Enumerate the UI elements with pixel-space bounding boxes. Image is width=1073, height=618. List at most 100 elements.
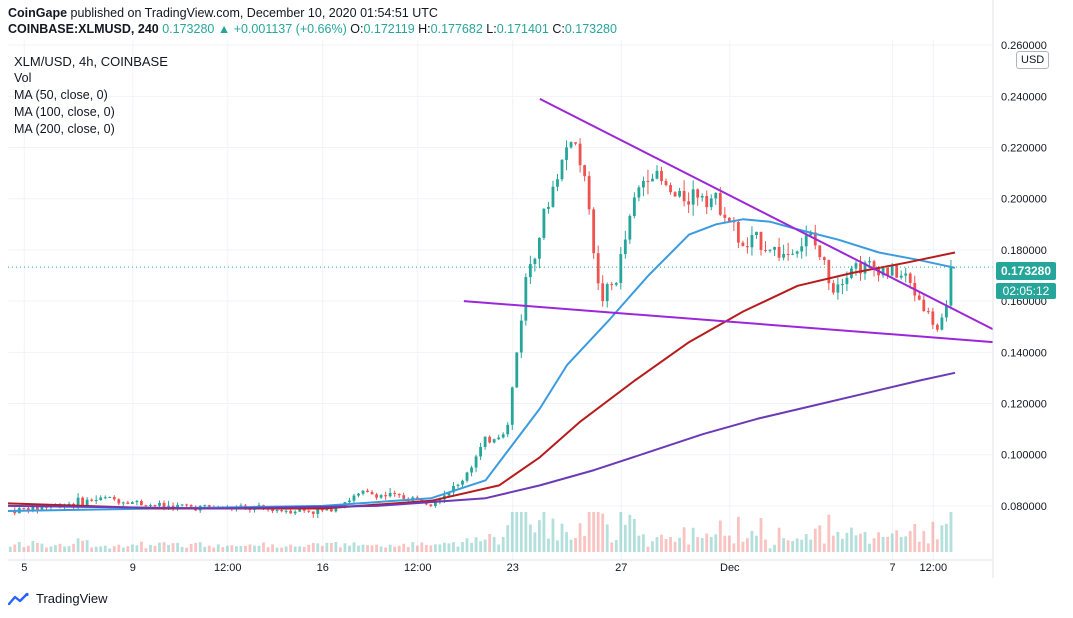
volume-bar — [316, 543, 320, 552]
ohlc-line: COINBASE:XLMUSD, 240 0.173280 ▲ +0.00113… — [8, 22, 617, 36]
volume-bar — [117, 544, 121, 552]
volume-bar — [840, 538, 844, 552]
volume-bar — [176, 542, 179, 552]
candle-down — [777, 246, 781, 258]
candle-up — [298, 509, 302, 512]
volume-bar — [791, 541, 795, 552]
candle-down — [311, 511, 315, 514]
candle-up — [700, 195, 704, 198]
candle-up — [881, 267, 885, 276]
volume-bar — [868, 543, 871, 552]
volume-bar — [99, 546, 103, 552]
y-tick-label: 0.200000 — [1001, 194, 1047, 206]
candle-down — [664, 181, 668, 186]
candle-up — [836, 284, 840, 293]
candle-down — [271, 509, 274, 512]
y-tick-label: 0.120000 — [1001, 399, 1047, 411]
candle-up — [845, 277, 849, 285]
volume-bar — [379, 546, 383, 552]
candle-down — [827, 260, 831, 284]
volume-bar — [94, 546, 98, 552]
volume-bar — [863, 532, 867, 552]
candle-down — [886, 267, 890, 276]
candle-up — [556, 179, 559, 187]
candle-down — [822, 257, 826, 261]
volume-bar — [135, 545, 139, 552]
high-label: H: — [418, 22, 431, 36]
x-tick-label: 12:00 — [404, 562, 432, 574]
volume-bar — [212, 547, 216, 552]
volume-bar — [850, 527, 853, 552]
candle-up — [940, 317, 944, 330]
volume-bar — [402, 543, 406, 552]
grid — [8, 40, 993, 560]
legend-title: XLM/USD, 4h, COINBASE — [14, 54, 168, 69]
candle-down — [578, 143, 582, 166]
volume-bar — [366, 545, 369, 552]
volume-bar — [813, 528, 817, 552]
volume-bar — [705, 533, 709, 552]
tradingview-logo-icon — [8, 592, 29, 605]
volume-bar — [859, 533, 862, 552]
candle-up — [203, 505, 207, 507]
volume-bar — [782, 538, 786, 552]
volume-bar — [651, 541, 654, 552]
candle-down — [736, 222, 740, 243]
volume-bar — [63, 546, 66, 552]
volume-bar — [949, 512, 953, 552]
volume-bar — [207, 545, 211, 552]
ma200-line — [7, 371, 956, 510]
volume-bar — [81, 540, 85, 552]
volume-bar — [510, 512, 514, 552]
candle-down — [126, 502, 130, 504]
volume-bar — [687, 544, 691, 552]
volume-bar — [334, 541, 338, 552]
candle-up — [108, 496, 112, 498]
candle-up — [632, 197, 636, 216]
volume-bar — [26, 545, 30, 552]
volume-bar — [348, 545, 351, 552]
candle-down — [660, 170, 663, 182]
close-label: C: — [552, 22, 565, 36]
currency-badge[interactable]: USD — [1016, 51, 1050, 69]
candle-down — [162, 502, 166, 507]
volume-bar — [605, 524, 609, 552]
volume-bar — [727, 535, 731, 552]
volume-bar — [470, 542, 473, 552]
volume-bar — [271, 544, 274, 552]
volume-bar — [361, 544, 365, 552]
volume-bar — [628, 514, 632, 552]
volume-bar — [411, 542, 415, 552]
candle-up — [180, 504, 184, 506]
volume-bar — [646, 546, 650, 552]
x-tick-label: Dec — [720, 562, 740, 574]
candle-down — [872, 261, 876, 268]
volume-bar — [913, 523, 917, 552]
candle-down — [917, 295, 921, 300]
candle-down — [687, 201, 691, 205]
candle-up — [863, 262, 867, 274]
candle-up — [334, 506, 338, 512]
trendlines — [8, 97, 994, 344]
candle-down — [189, 505, 193, 507]
candle-up — [121, 502, 125, 504]
candle-up — [357, 493, 360, 496]
candle-up — [795, 251, 799, 254]
volume-bar — [831, 535, 835, 552]
volume-bar — [673, 541, 677, 552]
volume-bar — [759, 518, 763, 552]
ma50-line — [7, 218, 956, 512]
candle-down — [746, 246, 749, 248]
volume-bar — [827, 514, 831, 552]
trendline-upper — [539, 97, 994, 331]
volume-bar — [325, 542, 329, 552]
tradingview-footer[interactable]: TradingView — [8, 591, 108, 606]
volume-bar — [768, 548, 772, 552]
volume-bar — [171, 543, 175, 552]
candle-down — [22, 508, 26, 510]
volume-bar — [234, 546, 238, 552]
candle-down — [764, 250, 767, 252]
volume-bar — [443, 542, 446, 552]
candle-up — [755, 231, 758, 236]
